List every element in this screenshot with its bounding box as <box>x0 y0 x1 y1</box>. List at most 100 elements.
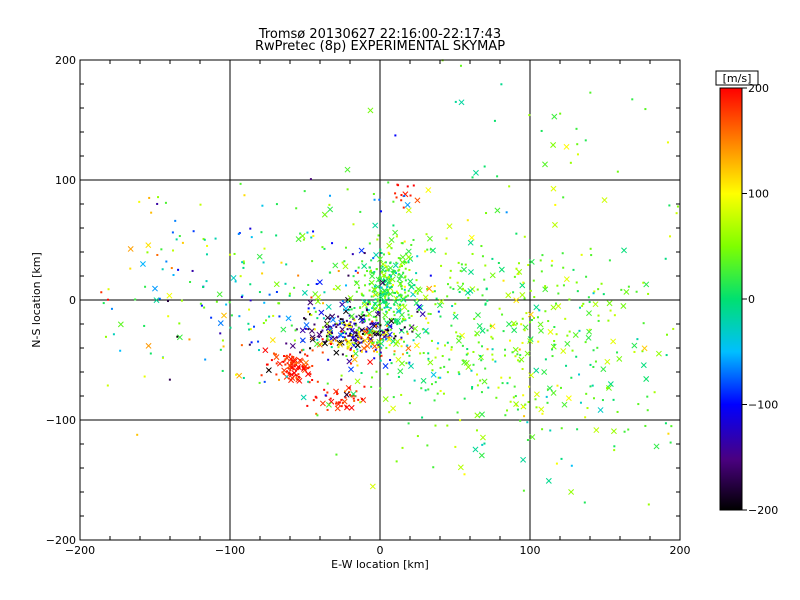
data-point-dot <box>664 422 667 425</box>
data-point-dot <box>584 416 587 419</box>
data-point-dot <box>457 371 460 374</box>
data-point-dot <box>392 200 395 203</box>
data-point-dot <box>594 360 597 363</box>
data-point-dot <box>308 381 311 384</box>
data-point-dot <box>106 298 109 301</box>
data-point-dot <box>290 361 293 364</box>
data-point-dot <box>505 211 508 214</box>
data-point-dot <box>466 219 469 222</box>
data-point-dot <box>156 202 159 205</box>
data-point-dot <box>268 315 271 318</box>
data-point-dot <box>367 300 370 303</box>
data-point-dot <box>379 359 382 362</box>
data-point-dot <box>408 354 411 357</box>
data-point-dot <box>522 281 525 284</box>
data-point-cross <box>472 446 479 453</box>
data-point-cross <box>392 262 399 269</box>
data-point-dot <box>384 284 387 287</box>
data-point-dot <box>578 329 581 332</box>
data-point-dot <box>437 310 440 313</box>
colorbar-tick-label: 100 <box>748 188 769 201</box>
data-point-cross <box>425 187 432 193</box>
data-point-dot <box>401 242 404 245</box>
data-point-dot <box>401 320 404 323</box>
data-point-dot <box>282 372 285 375</box>
data-point-dot <box>544 358 547 361</box>
data-point-dot <box>526 421 529 424</box>
data-point-dot <box>384 261 387 264</box>
data-point-dot <box>323 341 326 344</box>
data-point-dot <box>597 314 600 317</box>
data-point-dot <box>372 272 375 275</box>
data-point-dot <box>404 291 407 294</box>
data-point-dot <box>437 376 440 379</box>
data-point-dot <box>369 323 372 326</box>
data-point-dot <box>248 343 251 346</box>
data-point-cross <box>276 360 283 367</box>
data-point-dot <box>343 260 346 263</box>
data-point-dot <box>463 397 466 400</box>
data-point-dot <box>407 261 410 264</box>
data-point-dot <box>325 335 328 338</box>
data-point-dot <box>376 238 379 241</box>
data-point-dot <box>496 175 499 178</box>
data-point-dot <box>366 337 369 340</box>
data-point-dot <box>326 322 329 325</box>
data-point-dot <box>355 331 358 334</box>
data-point-dot <box>402 206 405 209</box>
data-point-dot <box>347 334 350 337</box>
data-point-cross <box>388 318 395 324</box>
data-point-dot <box>379 324 382 327</box>
data-point-cross <box>538 327 544 334</box>
data-point-cross <box>550 142 557 148</box>
data-point-dot <box>214 237 217 240</box>
data-point-dot <box>520 323 523 326</box>
data-point-cross <box>489 272 496 279</box>
data-point-dot <box>608 259 611 262</box>
data-point-cross <box>379 266 386 273</box>
data-point-dot <box>205 253 208 256</box>
data-point-cross <box>524 350 531 357</box>
data-point-dot <box>523 329 526 332</box>
data-point-dot <box>225 303 228 306</box>
data-point-dot <box>385 346 388 349</box>
data-point-dot <box>399 281 402 284</box>
data-point-dot <box>112 333 115 336</box>
data-point-dot <box>322 317 325 320</box>
data-point-dot <box>300 349 303 352</box>
data-point-dot <box>572 268 575 271</box>
data-point-dot <box>387 277 390 280</box>
data-point-cross <box>367 359 374 365</box>
data-point-dot <box>341 353 344 356</box>
data-point-dot <box>588 328 591 331</box>
data-point-cross <box>533 304 540 311</box>
data-point-dot <box>374 325 377 328</box>
data-point-cross <box>348 404 355 411</box>
data-point-dot <box>540 129 543 132</box>
data-point-dot <box>427 352 430 355</box>
data-point-dot <box>326 391 329 394</box>
data-point-dot <box>295 328 298 331</box>
data-point-dot <box>386 285 389 288</box>
data-point-dot <box>388 282 391 285</box>
data-point-dot <box>351 253 354 256</box>
data-point-dot <box>389 261 392 264</box>
data-point-dot <box>504 348 507 351</box>
data-point-dot <box>495 396 498 399</box>
data-point-dot <box>349 362 352 365</box>
data-point-cross <box>399 259 406 266</box>
data-point-dot <box>425 330 428 333</box>
data-point-dot <box>653 391 656 394</box>
data-point-dot <box>433 399 436 402</box>
data-point-cross <box>343 308 349 315</box>
data-point-dot <box>386 283 389 286</box>
data-point-cross <box>528 372 535 379</box>
data-point-dot <box>534 398 537 401</box>
data-point-dot <box>368 266 371 269</box>
data-point-dot <box>463 473 466 476</box>
data-point-cross <box>345 384 352 391</box>
data-point-cross <box>413 342 420 349</box>
data-point-cross <box>348 313 355 320</box>
data-point-dot <box>419 352 422 355</box>
data-point-dot <box>344 338 347 341</box>
